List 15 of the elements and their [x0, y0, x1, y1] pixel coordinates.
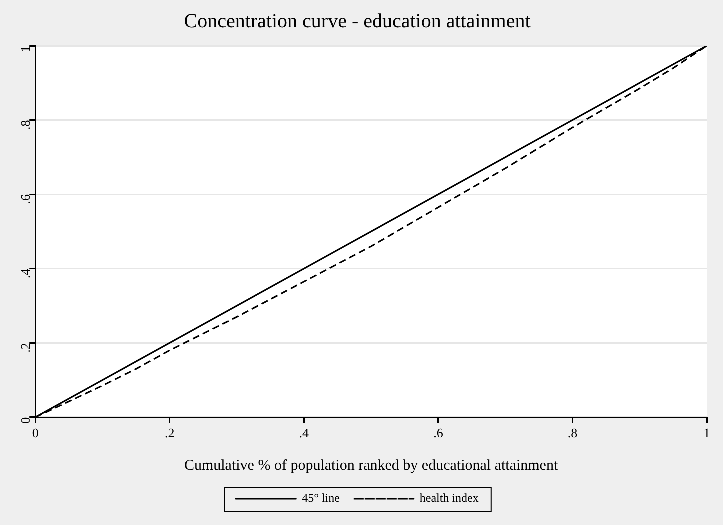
x-tick-label: 1	[704, 426, 710, 441]
y-tick-label: 1	[18, 46, 34, 52]
legend-label: health index	[420, 491, 479, 506]
y-tick-label: .2	[18, 343, 34, 353]
x-axis-title: Cumulative % of population ranked by educational attainment	[184, 458, 559, 474]
legend-label: 45° line	[302, 491, 340, 506]
y-tick-label: .4	[18, 268, 34, 279]
y-tick-label: .6	[18, 194, 34, 204]
chart-title: Concentration curve - education attainment	[184, 10, 532, 32]
y-tick-label: .8	[18, 120, 34, 130]
y-tick-label: 0	[18, 417, 34, 424]
x-tick-label: .2	[165, 426, 175, 441]
x-tick-label: .6	[434, 426, 444, 441]
x-tick-label: .8	[568, 426, 578, 441]
x-tick-label: .4	[299, 426, 310, 441]
